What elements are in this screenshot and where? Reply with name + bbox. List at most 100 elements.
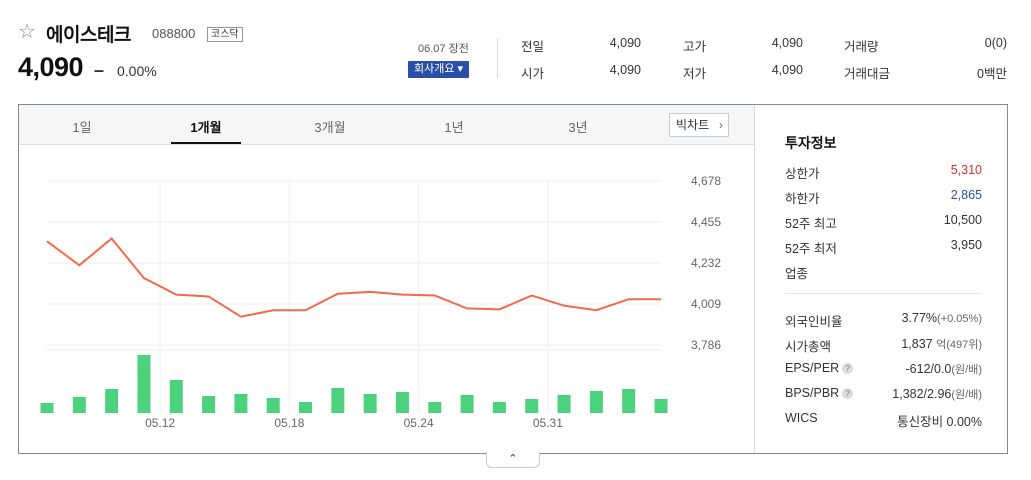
volume-bar — [589, 391, 603, 413]
y-tick-label: 4,678 — [691, 174, 721, 188]
tab-3year[interactable]: 3년 — [568, 120, 588, 135]
info-row: 외국인비율 3.77%(+0.05%) — [785, 311, 982, 329]
y-tick-label: 4,009 — [691, 297, 721, 311]
price-line — [46, 237, 661, 318]
tab-1month[interactable]: 1개월 — [190, 120, 222, 135]
market-badge: 코스닥 — [207, 27, 243, 42]
stock-code: 088800 — [152, 26, 196, 41]
volume-bar — [395, 392, 409, 413]
info-row: 52주 최고 10,500 — [785, 213, 982, 231]
info-value: 1,837 억(497위) — [901, 336, 982, 352]
x-tick-label: 05.31 — [533, 416, 563, 430]
info-value: 10,500 — [943, 213, 982, 227]
volume-bar — [654, 399, 668, 413]
info-row: 상한가 5,310 — [785, 163, 982, 181]
x-tick-label: 05.12 — [145, 416, 175, 430]
info-row: EPS/PER? -612/0.0(원/배) — [785, 361, 982, 379]
quote-value: 0백만 — [977, 67, 1007, 81]
current-price: 4,090 — [18, 52, 84, 82]
info-label: 52주 최저 — [785, 242, 837, 256]
info-label: EPS/PER? — [785, 361, 854, 375]
volume-bar — [622, 389, 636, 413]
change-rate: 0.00% — [117, 63, 157, 79]
help-icon[interactable]: ? — [842, 363, 854, 374]
info-label: 52주 최고 — [785, 217, 837, 231]
volume-bar — [266, 398, 280, 413]
info-row: 하한가 2,865 — [785, 188, 982, 206]
collapse-button[interactable]: ⌃ — [486, 452, 540, 468]
volume-bar — [202, 396, 216, 413]
info-row: BPS/PBR? 1,382/2.96(원/배) — [785, 386, 982, 404]
volume-bar — [169, 380, 183, 413]
info-label: 외국인비율 — [785, 315, 843, 329]
tab-1day[interactable]: 1일 — [72, 120, 92, 135]
change-symbol: – — [94, 60, 105, 80]
quote-label: 거래대금 — [844, 67, 891, 81]
stock-name: 에이스테크 — [46, 25, 131, 46]
quote-value: 4,090 — [771, 36, 803, 50]
price-chart: 4,678 4,455 4,232 4,009 3,786 05.12 05.18 05.24… — [40, 174, 721, 430]
volume-bar — [525, 399, 539, 413]
x-tick-label: 05.18 — [274, 416, 304, 430]
info-value: 통신장비 0.00% — [897, 415, 982, 429]
big-chart-label: 빅차트 — [676, 118, 710, 132]
star-icon[interactable]: ☆ — [18, 21, 36, 43]
volume-bar — [72, 397, 86, 413]
volume-bar — [234, 394, 248, 413]
volume-bar — [460, 395, 474, 413]
stock-header: ☆ 에이스테크 088800 코스닥 4,090 – 0.00% 06.07 장… — [0, 0, 1031, 100]
volume-bar — [363, 394, 377, 413]
info-row: 시가총액 1,837 억(497위) — [785, 336, 982, 354]
info-value-extra: 억(497위) — [936, 339, 982, 351]
info-value-main: -612/0.0 — [905, 362, 952, 376]
upper-limit-value: 5,310 — [950, 163, 982, 177]
quote-value: 4,090 — [771, 63, 803, 77]
info-value: 3.77%(+0.05%) — [902, 311, 982, 325]
volume-bar — [105, 389, 119, 413]
invest-info: 투자정보 상한가 5,310 하한가 2,865 52주 최고 10,500 5… — [754, 105, 1007, 453]
info-label: 업종 — [785, 267, 809, 281]
volume-bar — [428, 402, 442, 413]
help-icon[interactable]: ? — [842, 388, 854, 399]
active-tab-indicator — [171, 142, 241, 144]
chevron-right-icon: › — [719, 118, 723, 132]
tab-3month[interactable]: 3개월 — [314, 120, 346, 135]
quote-label: 저가 — [683, 67, 707, 81]
quote-label: 고가 — [683, 40, 707, 54]
tab-1year[interactable]: 1년 — [444, 120, 464, 135]
info-value-extra: (원/배) — [951, 389, 982, 401]
x-tick-label: 05.24 — [404, 416, 434, 430]
divider — [785, 293, 982, 294]
divider — [497, 38, 498, 78]
quote-label: 전일 — [521, 40, 545, 54]
info-value: 3,950 — [950, 238, 982, 252]
chart-panel: 1일 1개월 3개월 1년 3년 빅차트 › 4,678 4,455 4,232 4,… — [18, 104, 1008, 454]
info-label: BPS/PBR? — [785, 386, 854, 400]
info-label-text: BPS/PBR — [785, 386, 840, 400]
volume-bar — [137, 355, 151, 413]
info-value: 1,382/2.96(원/배) — [892, 386, 982, 402]
quote-value: 4,090 — [609, 63, 641, 77]
volume-bar — [492, 402, 506, 413]
info-label: 하한가 — [785, 192, 820, 206]
invest-title: 투자정보 — [785, 135, 837, 151]
info-value-main: 3.77% — [901, 311, 938, 325]
info-label-text: EPS/PER — [785, 361, 840, 375]
quote-label: 시가 — [521, 67, 545, 81]
info-value-extra: (원/배) — [951, 364, 982, 376]
volume-bar — [331, 388, 345, 413]
info-label: 상한가 — [785, 167, 820, 181]
y-tick-label: 4,455 — [691, 215, 721, 229]
info-value-main: 1,837 — [901, 337, 933, 351]
volume-bar — [40, 403, 54, 413]
big-chart-button[interactable]: 빅차트 › — [669, 113, 729, 137]
info-row: WICS 통신장비 0.00% — [785, 411, 982, 429]
info-row: 업종 — [785, 263, 982, 281]
info-row: 52주 최저 3,950 — [785, 238, 982, 256]
volume-bar — [299, 402, 313, 413]
info-label: 시가총액 — [785, 340, 832, 354]
lower-limit-value: 2,865 — [950, 188, 982, 202]
quote-date: 06.07 장전 — [418, 43, 469, 55]
quote-value: 0(0) — [984, 36, 1007, 50]
company-overview-button[interactable]: 회사개요 ▾ — [408, 61, 470, 78]
